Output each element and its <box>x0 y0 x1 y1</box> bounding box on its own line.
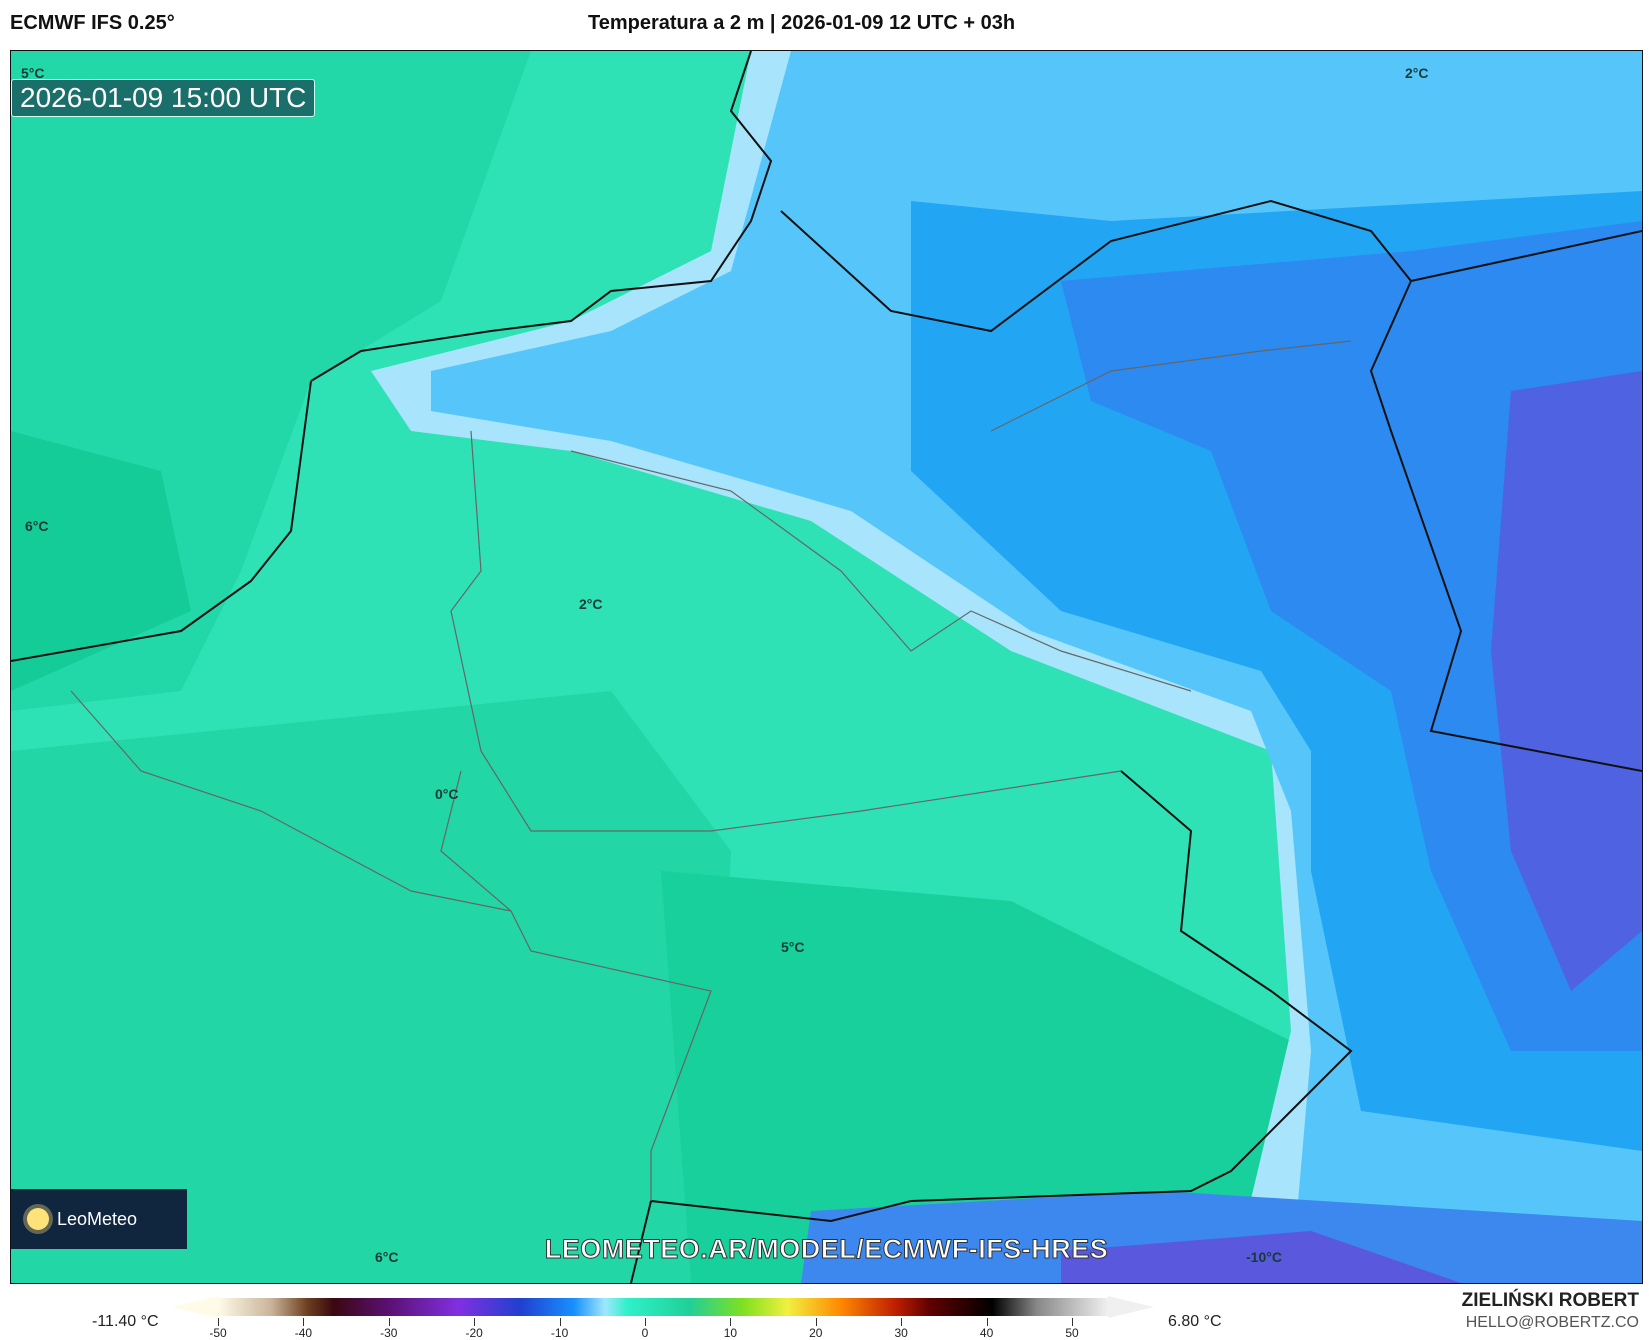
colorbar-tick-label: 50 <box>1065 1326 1079 1340</box>
valid-time-badge: 2026-01-09 15:00 UTC <box>11 79 316 117</box>
contour-label: 5°C <box>781 939 805 955</box>
colorbar-tick-label: -10 <box>550 1326 569 1340</box>
author-email: HELLO@ROBERTZ.CO <box>1465 1314 1639 1331</box>
colorbar-tick-label: 0 <box>641 1326 649 1340</box>
colorbar-tick-label: -50 <box>209 1326 227 1340</box>
colorbar-tick <box>559 1318 561 1326</box>
colorbar-min-arrow <box>172 1296 218 1318</box>
legend-max: 6.80 °C <box>1168 1313 1222 1330</box>
colorbar-gradient <box>218 1298 1108 1316</box>
contour-label: 5°C <box>21 65 45 81</box>
colorbar-tick <box>645 1318 646 1326</box>
map-title: Temperatura a 2 m | 2026-01-09 12 UTC + … <box>588 12 1016 34</box>
contour-label: 0°C <box>435 786 459 802</box>
colorbar-tick <box>815 1318 817 1326</box>
colorbar <box>172 1296 1154 1318</box>
contour-label: 2°C <box>1405 65 1429 81</box>
colorbar-tick <box>474 1318 476 1326</box>
leometeo-logo[interactable]: LeoMeteo <box>11 1189 187 1249</box>
colorbar-tick <box>388 1318 390 1326</box>
watermark-url[interactable]: LEOMETEO.AR/MODEL/ECMWF-IFS-HRES <box>544 1234 1109 1265</box>
colorbar-tick <box>218 1318 219 1326</box>
colorbar-tick-label: -30 <box>380 1326 398 1340</box>
sun-icon <box>27 1208 49 1230</box>
contour-label: -10°C <box>1246 1249 1282 1265</box>
temperature-map[interactable]: 5°C 2°C 6°C 2°C 0°C 5°C 6°C -10°C 2026-0… <box>10 50 1643 1284</box>
colorbar-tick-label: -20 <box>465 1326 483 1340</box>
colorbar-tick-label: 10 <box>723 1326 738 1340</box>
temperature-field <box>11 51 1642 1283</box>
colorbar-tick-label: -40 <box>294 1326 313 1340</box>
colorbar-tick <box>986 1318 988 1326</box>
colorbar-tick <box>1072 1318 1073 1326</box>
colorbar-tick <box>730 1318 732 1326</box>
contour-label: 2°C <box>579 596 603 612</box>
colorbar-tick <box>303 1318 305 1326</box>
legend-min: -11.40 °C <box>92 1313 159 1330</box>
colorbar-tick-label: 20 <box>809 1326 823 1340</box>
colorbar-max-arrow <box>1108 1296 1154 1318</box>
author-name: ZIELIŃSKI ROBERT <box>1461 1290 1639 1311</box>
logo-text: LeoMeteo <box>57 1208 138 1229</box>
colorbar-tick-label: 30 <box>894 1326 908 1340</box>
contour-label: 6°C <box>25 518 49 534</box>
colorbar-tick <box>901 1318 903 1326</box>
model-name: ECMWF IFS 0.25° <box>10 12 175 34</box>
contour-label: 6°C <box>375 1249 399 1265</box>
colorbar-tick-label: 40 <box>979 1326 994 1340</box>
